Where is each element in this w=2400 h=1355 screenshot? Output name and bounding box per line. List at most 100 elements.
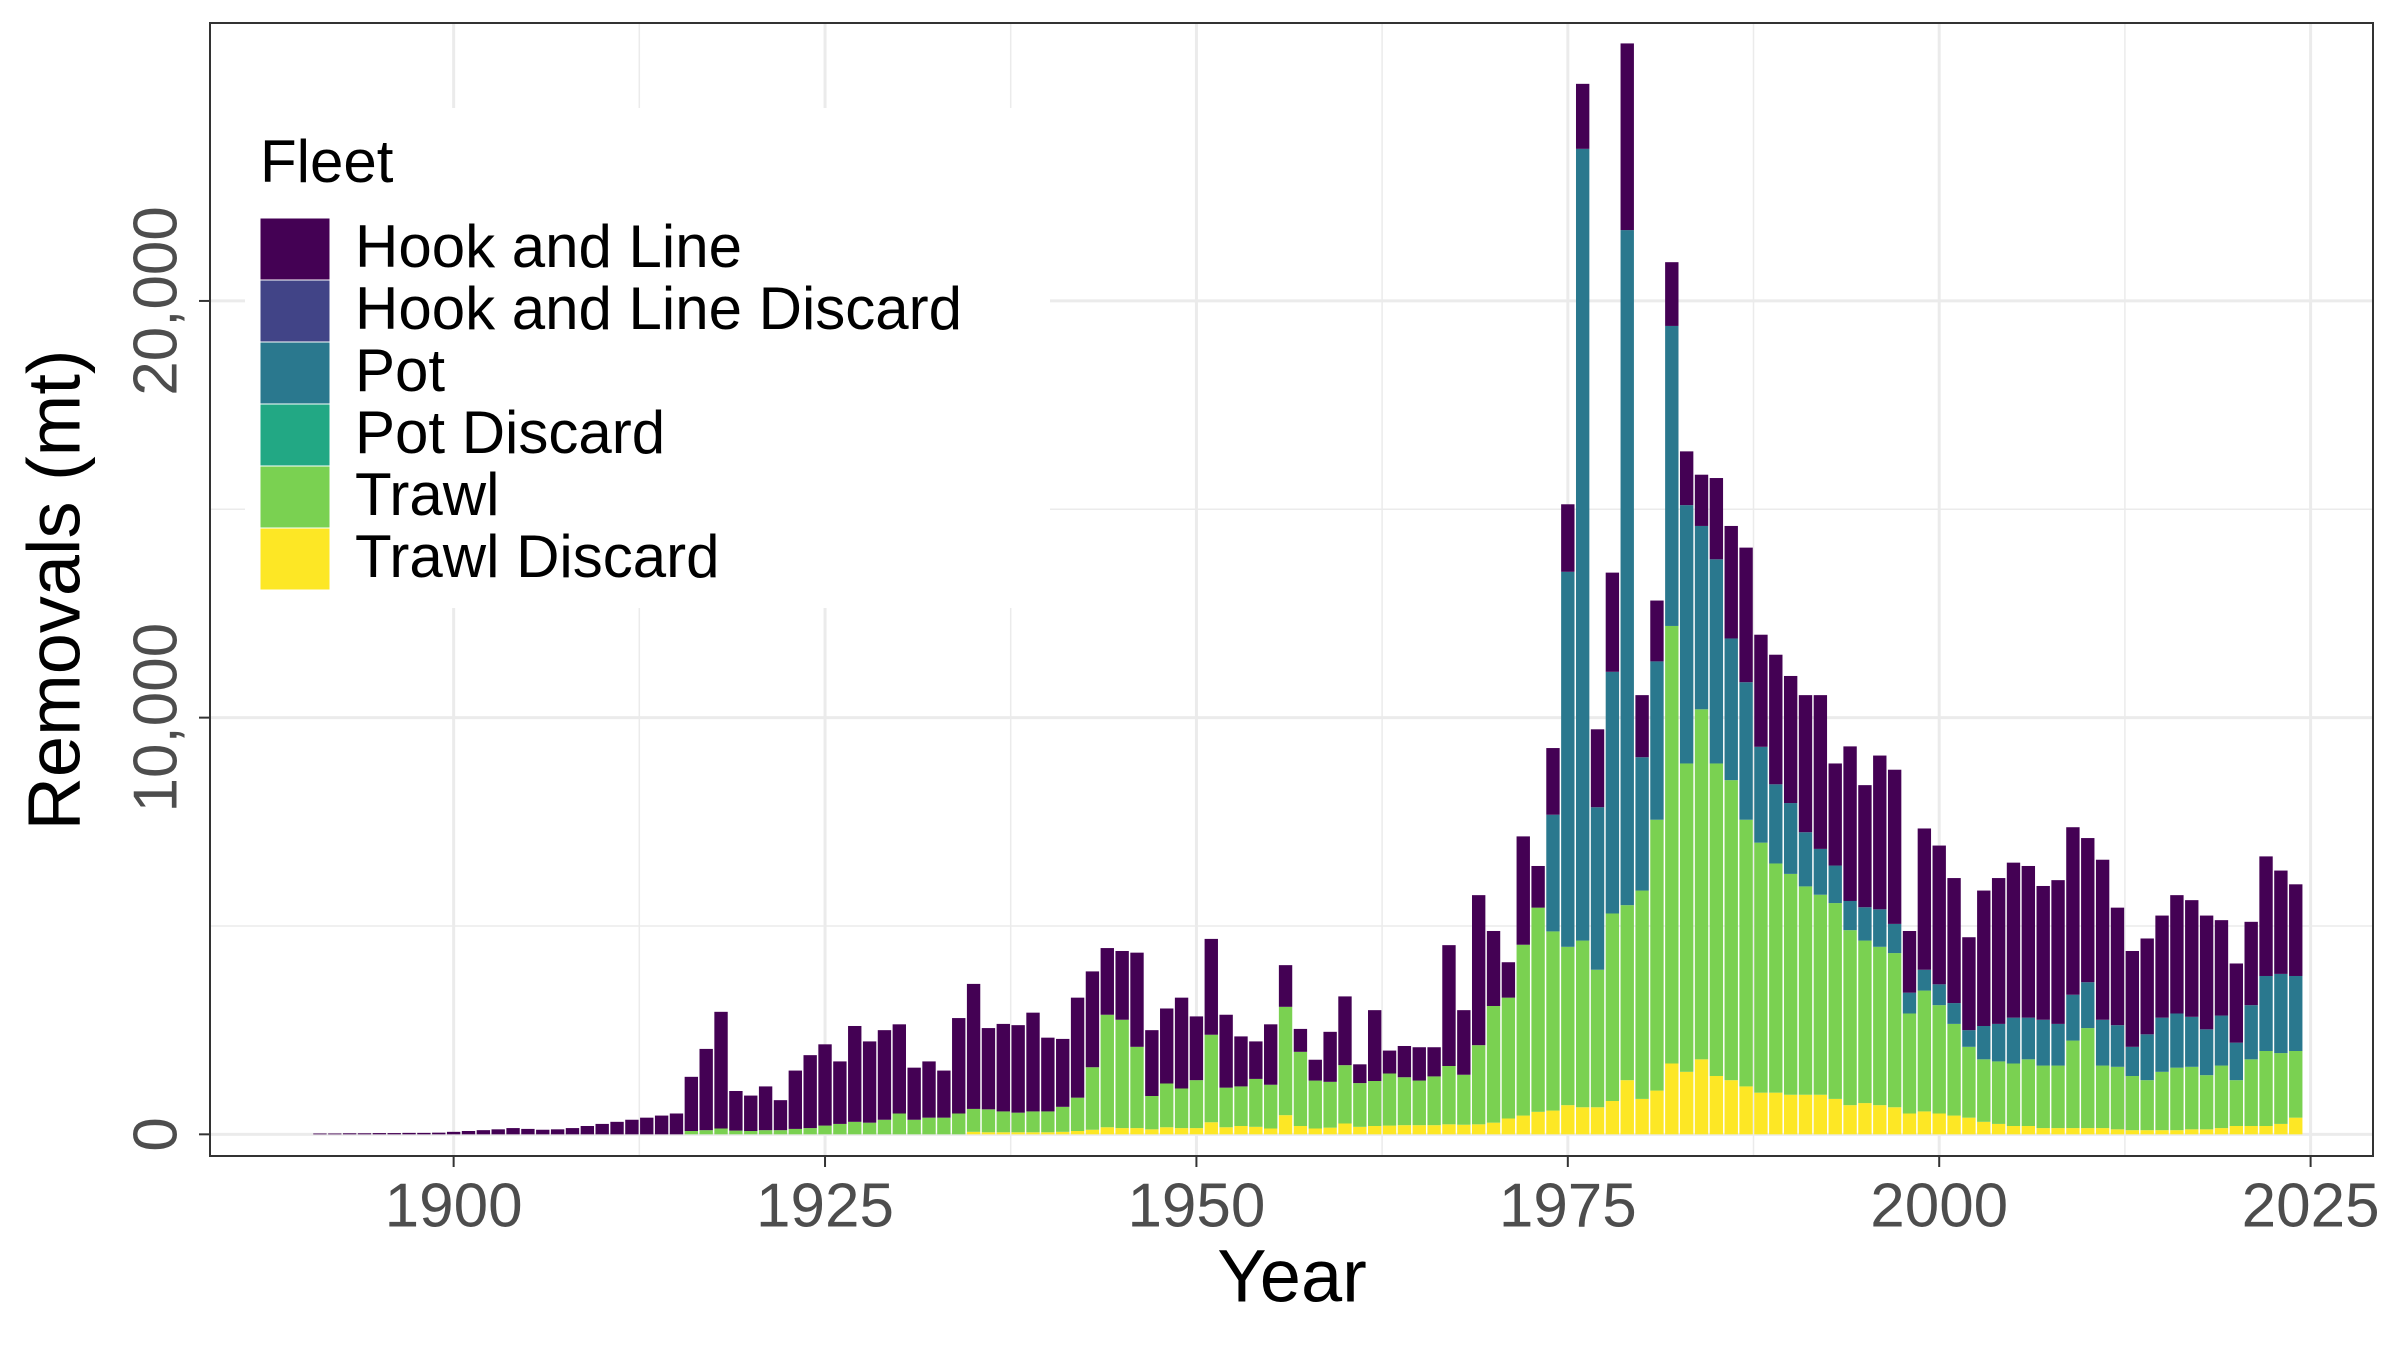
bar-segment	[1873, 909, 1887, 947]
bar-segment	[729, 1130, 743, 1135]
bar-segment	[1546, 748, 1560, 815]
bar-segment	[2066, 1128, 2080, 1135]
bar-segment	[1486, 930, 1501, 1006]
bar-segment	[1278, 1006, 1293, 1116]
bar-segment	[2185, 1016, 2199, 1067]
bar-segment	[1189, 1128, 1204, 1135]
bar-segment	[1887, 953, 1902, 1108]
bar-segment	[1590, 807, 1605, 970]
bar-segment	[937, 1117, 951, 1135]
bar-segment	[1293, 1125, 1308, 1135]
x-tick-label: 2025	[2242, 1171, 2380, 1240]
bar-segment	[1620, 905, 1634, 1081]
bar-segment	[1368, 1010, 1382, 1081]
bar-segment	[1293, 1051, 1308, 1126]
plot-border	[209, 22, 2374, 1157]
bar-segment	[610, 1121, 624, 1135]
bar-segment	[1531, 1111, 1545, 1135]
bar-segment	[1160, 1008, 1174, 1084]
bar-segment	[1397, 1125, 1412, 1135]
bar-segment	[1665, 625, 1679, 1064]
bar-segment	[1679, 505, 1694, 764]
bar-segment	[2289, 884, 2303, 976]
bar-segment	[1783, 803, 1798, 874]
bar-segment	[1605, 572, 1620, 672]
bar-segment	[1739, 1086, 1753, 1135]
legend-key	[259, 465, 331, 529]
bar-segment	[2006, 1125, 2021, 1135]
bar-segment	[2170, 1067, 2184, 1131]
bar-segment	[684, 1076, 699, 1131]
bar-segment	[1620, 230, 1634, 906]
bar-segment	[1635, 1098, 1649, 1135]
bar-segment	[1308, 1080, 1322, 1129]
bar-segment	[1873, 755, 1887, 910]
bar-segment	[2110, 1025, 2125, 1067]
bar-segment	[1174, 1088, 1189, 1129]
bar-segment	[1962, 1117, 1976, 1135]
bar-segment	[1293, 1028, 1308, 1052]
bar-segment	[491, 1129, 505, 1135]
bar-segment	[1442, 1124, 1456, 1135]
bar-segment	[2244, 1059, 2258, 1126]
bar-segment	[2021, 1059, 2036, 1126]
bar-segment	[1858, 1103, 1872, 1135]
bar-segment	[2170, 1013, 2184, 1068]
legend-background	[245, 108, 1050, 608]
bar-segment	[1353, 1083, 1367, 1127]
bar-segment	[1798, 886, 1813, 1095]
bar-segment	[1575, 1107, 1590, 1135]
bar-segment	[536, 1129, 550, 1135]
y-tick-label: 0	[121, 1117, 190, 1151]
bar-segment	[996, 1023, 1010, 1112]
bar-segment	[1219, 1087, 1233, 1128]
bar-segment	[1085, 971, 1100, 1068]
bar-segment	[1635, 695, 1649, 758]
bar-segment	[1353, 1064, 1367, 1084]
bar-segment	[1278, 965, 1293, 1007]
bar-segment	[1442, 1065, 1456, 1125]
bar-segment	[892, 1113, 906, 1135]
bar-segment	[1516, 944, 1530, 1116]
bar-segment	[328, 1133, 342, 1135]
bar-segment	[1991, 878, 2006, 1024]
bar-segment	[1516, 1115, 1530, 1135]
bar-segment	[1219, 1014, 1233, 1088]
bar-segment	[1457, 1010, 1471, 1075]
bar-segment	[1189, 1016, 1204, 1081]
bar-segment	[1070, 1097, 1085, 1131]
bar-segment	[862, 1041, 877, 1123]
bar-segment	[1887, 769, 1902, 924]
bar-segment	[1590, 729, 1605, 808]
bar-segment	[1234, 1036, 1248, 1087]
bar-segment	[1650, 819, 1664, 1091]
bar-segment	[2095, 1019, 2110, 1066]
bar-segment	[1694, 709, 1709, 1060]
bar-segment	[907, 1119, 921, 1135]
bar-segment	[1917, 969, 1932, 991]
bar-segment	[1813, 848, 1828, 895]
bar-segment	[461, 1130, 476, 1135]
bar-segment	[1991, 1061, 2006, 1124]
bar-segment	[1234, 1125, 1248, 1135]
bar-segment	[1070, 1130, 1085, 1135]
bar-segment	[1962, 1030, 1976, 1047]
bar-segment	[1397, 1077, 1412, 1126]
bar-segment	[1100, 1127, 1114, 1135]
bar-segment	[2229, 963, 2244, 1043]
bar-segment	[714, 1128, 728, 1135]
bar-segment	[1665, 325, 1679, 626]
bar-segment	[2021, 1125, 2036, 1135]
bar-segment	[1471, 895, 1486, 1046]
bar-segment	[1026, 1012, 1040, 1112]
bar-segment	[1932, 845, 1946, 985]
bar-segment	[1828, 865, 1842, 904]
bar-segment	[313, 1133, 327, 1135]
legend-key	[259, 217, 331, 281]
bar-segment	[2244, 921, 2258, 1006]
bar-segment	[1174, 1128, 1189, 1135]
bar-segment	[1501, 962, 1516, 998]
bar-segment	[1887, 1107, 1902, 1135]
legend-label: Hook and Line Discard	[355, 275, 962, 342]
